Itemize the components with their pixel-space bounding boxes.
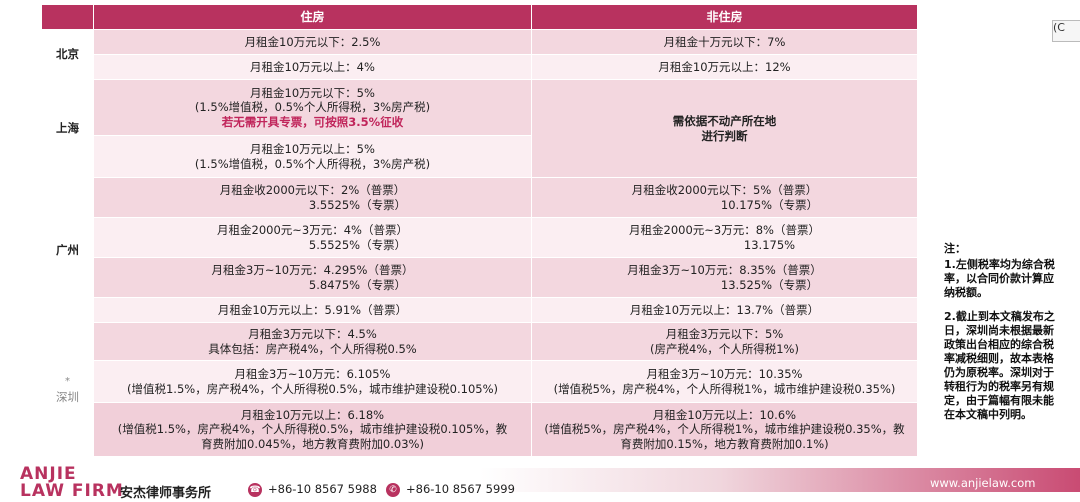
logo-line2: LAW FIRM <box>20 481 124 501</box>
guangzhou-res-3-line2: 5.8475%（专票） <box>308 277 407 292</box>
guangzhou-non-3: 月租金3万~10万元：8.35%（普票） 13.525%（专票） <box>531 257 918 298</box>
shenzhen-non-3: 月租金10万元以上：10.6% (增值税5%，房产税4%，个人所得税1%，城市维… <box>531 402 918 457</box>
guangzhou-res-1: 月租金收2000元以下：2%（普票） 3.5525%（专票） <box>93 177 532 218</box>
shenzhen-res-3-line2: (增值税1.5%，房产税4%，个人所得税0.5%，城市维护建设税0.105%，教 <box>117 422 508 437</box>
shenzhen-non-1-line2: (房产税4%，个人所得税1%) <box>650 341 799 356</box>
shanghai-res-low-note: 若无需开具专票，可按照3.5%征收 <box>221 114 404 129</box>
shanghai-res-high: 月租金10万元以上：5% (1.5%增值税，0.5%个人所得税，3%房产税) <box>93 135 532 178</box>
tax-rate-table: 住房 非住房 北京 月租金10万元以下：2.5% 月租金十万元以下：7% 月租金… <box>41 4 918 457</box>
guangzhou-non-1-line2: 10.175%（专票） <box>720 197 819 212</box>
shenzhen-res-3-line1: 月租金10万元以上：6.18% <box>240 407 385 422</box>
guangzhou-res-3: 月租金3万~10万元：4.295%（普票） 5.8475%（专票） <box>93 257 532 298</box>
guangzhou-res-2-line2: 5.5525%（专票） <box>308 237 407 252</box>
shenzhen-non-3-line3: 育费附加0.15%，地方教育费附加0.1%) <box>620 436 829 451</box>
shanghai-non-line2: 进行判断 <box>701 128 748 143</box>
guangzhou-non-2: 月租金2000元~3万元：8%（普票） 13.175% <box>531 217 918 258</box>
shanghai-res-high-line1: 月租金10万元以上：5% <box>250 142 375 156</box>
note-2: 2.截止到本文稿发布之日，深圳尚未根据最新政策出台相应的综合税率减税细则，故本表… <box>944 310 1055 421</box>
city-beijing: 北京 <box>41 29 94 80</box>
guangzhou-non-4: 月租金10万元以上：13.7%（普票） <box>531 297 918 323</box>
guangzhou-non-2-line1: 月租金2000元~3万元：8%（普票） <box>629 223 820 237</box>
shenzhen-non-3-line2: (增值税5%，房产税4%，个人所得税1%，城市维护建设税0.35%，教 <box>544 422 905 437</box>
clipboard-label: (C <box>1053 21 1065 34</box>
note-1: 1.左侧税率均为综合税率，以合同价款计算应纳税额。 <box>944 258 1055 299</box>
shanghai-res-low-line1: 月租金10万元以下：5% <box>250 85 375 100</box>
shenzhen-non-1-line1: 月租金3万元以下：5% <box>665 327 784 341</box>
beijing-non-low: 月租金十万元以下：7% <box>531 29 918 55</box>
guangzhou-res-1-line1: 月租金收2000元以下：2%（普票） <box>219 183 406 197</box>
shenzhen-non-2-line2: (增值税5%，房产税4%，个人所得税1%，城市维护建设税0.35%) <box>553 381 896 396</box>
guangzhou-non-3-line2: 13.525%（专票） <box>720 277 819 292</box>
footer-band <box>480 468 1080 492</box>
phone-1-number: +86-10 8567 5988 <box>268 482 377 496</box>
shenzhen-res-1-line1: 月租金3万元以下：4.5% <box>248 327 377 341</box>
shenzhen-res-1-line2: 具体包括：房产税4%，个人所得税0.5% <box>208 341 417 356</box>
guangzhou-res-1-line2: 3.5525%（专票） <box>308 197 407 212</box>
shenzhen-res-2-line2: (增值税1.5%，房产税4%，个人所得税0.5%，城市维护建设税0.105%) <box>127 381 498 396</box>
firm-name: 安杰律师事务所 <box>120 486 212 501</box>
beijing-res-high: 月租金10万元以上：4% <box>93 54 532 80</box>
clipboard-icon[interactable]: (C <box>1052 20 1080 42</box>
shanghai-non: 需依据不动产所在地 进行判断 <box>531 79 918 178</box>
shenzhen-non-2-line1: 月租金3万~10万元：10.35% <box>646 367 803 381</box>
phone-2[interactable]: ✆ +86-10 8567 5999 <box>386 482 515 497</box>
header-residential: 住房 <box>93 4 532 30</box>
shanghai-res-low: 月租金10万元以下：5% (1.5%增值税，0.5%个人所得税，3%房产税) 若… <box>93 79 532 136</box>
website-link[interactable]: www.anjielaw.com <box>930 476 1036 490</box>
guangzhou-non-2-line2: 13.175% <box>743 237 796 252</box>
city-guangzhou: 广州 <box>41 177 94 323</box>
fax-icon: ✆ <box>386 482 400 497</box>
header-corner <box>41 4 94 30</box>
shenzhen-res-1: 月租金3万元以下：4.5% 具体包括：房产税4%，个人所得税0.5% <box>93 322 532 361</box>
shanghai-non-line1: 需依据不动产所在地 <box>672 114 777 128</box>
shenzhen-mark: * <box>65 376 70 387</box>
guangzhou-res-4: 月租金10万元以上：5.91%（普票） <box>93 297 532 323</box>
guangzhou-res-2-line1: 月租金2000元~3万元：4%（普票） <box>217 223 408 237</box>
shenzhen-label: 深圳 <box>56 389 79 404</box>
guangzhou-res-2: 月租金2000元~3万元：4%（普票） 5.5525%（专票） <box>93 217 532 258</box>
shanghai-res-low-line2: (1.5%增值税，0.5%个人所得税，3%房产税) <box>194 100 431 115</box>
phone-icon: ☎ <box>248 482 262 497</box>
guangzhou-non-1-line1: 月租金收2000元以下：5%（普票） <box>631 183 818 197</box>
shenzhen-non-1: 月租金3万元以下：5% (房产税4%，个人所得税1%) <box>531 322 918 361</box>
shenzhen-non-3-line1: 月租金10万元以上：10.6% <box>652 407 797 422</box>
shanghai-res-high-line2: (1.5%增值税，0.5%个人所得税，3%房产税) <box>194 156 431 171</box>
header-nonresidential: 非住房 <box>531 4 918 30</box>
shenzhen-res-3-line3: 育费附加0.045%，地方教育费附加0.03%) <box>201 436 424 451</box>
guangzhou-non-1: 月租金收2000元以下：5%（普票） 10.175%（专票） <box>531 177 918 218</box>
note-title: 注： <box>944 242 966 255</box>
guangzhou-non-3-line1: 月租金3万~10万元：8.35%（普票） <box>627 263 822 277</box>
shenzhen-res-2: 月租金3万~10万元：6.105% (增值税1.5%，房产税4%，个人所得税0.… <box>93 360 532 403</box>
guangzhou-res-3-line1: 月租金3万~10万元：4.295%（普票） <box>211 263 414 277</box>
footer: ANJIE LAW FIRM 安杰律师事务所 ☎ +86-10 8567 5988… <box>0 462 1080 502</box>
city-shanghai: 上海 <box>41 79 94 178</box>
shenzhen-res-3: 月租金10万元以上：6.18% (增值税1.5%，房产税4%，个人所得税0.5%… <box>93 402 532 457</box>
logo-line1: ANJIE <box>20 464 77 484</box>
shenzhen-non-2: 月租金3万~10万元：10.35% (增值税5%，房产税4%，个人所得税1%，城… <box>531 360 918 403</box>
beijing-non-high: 月租金10万元以上：12% <box>531 54 918 80</box>
city-shenzhen: * 深圳 <box>41 322 94 457</box>
beijing-res-low: 月租金10万元以下：2.5% <box>93 29 532 55</box>
phone-1[interactable]: ☎ +86-10 8567 5988 <box>248 482 377 497</box>
phone-2-number: +86-10 8567 5999 <box>406 482 515 496</box>
shenzhen-res-2-line1: 月租金3万~10万元：6.105% <box>234 367 391 381</box>
notes-panel: 注： 1.左侧税率均为综合税率，以合同价款计算应纳税额。 2.截止到本文稿发布之… <box>944 242 1062 432</box>
